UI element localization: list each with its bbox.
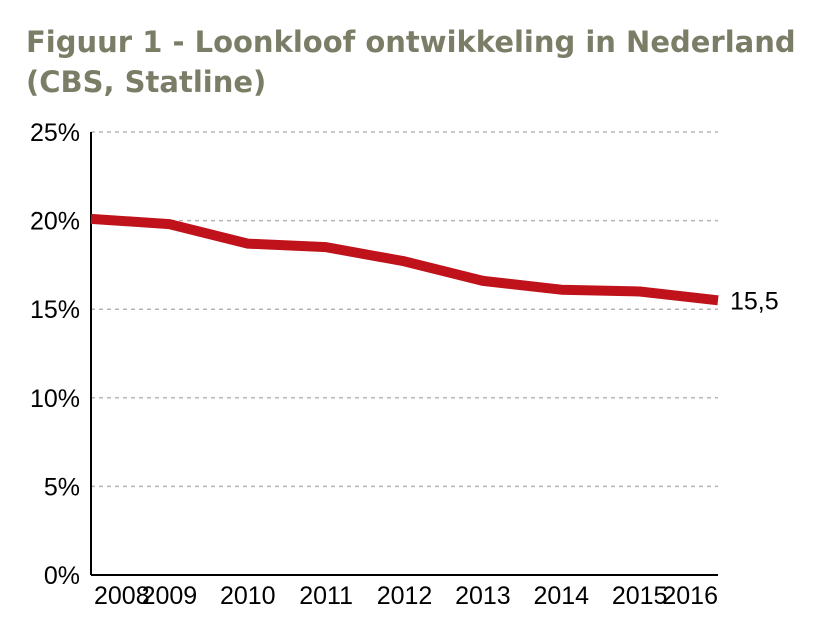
y-tick-label: 5% bbox=[44, 473, 80, 501]
y-tick-label: 0% bbox=[44, 562, 80, 590]
y-tick-label: 20% bbox=[30, 208, 80, 236]
y-tick-label: 15% bbox=[30, 296, 80, 324]
x-tick-label: 2010 bbox=[220, 582, 276, 610]
y-tick-label: 10% bbox=[30, 385, 80, 413]
chart-title-line-2: (CBS, Statline) bbox=[26, 65, 267, 99]
y-axis-ticks: 0% 5% 10% 15% 20% 25% bbox=[30, 119, 80, 590]
chart-title-line-1: Figuur 1 - Loonkloof ontwikkeling in Ned… bbox=[26, 25, 796, 59]
x-tick-label: 2014 bbox=[533, 582, 589, 610]
x-tick-label: 2012 bbox=[377, 582, 433, 610]
x-tick-label: 2015 bbox=[612, 582, 668, 610]
x-tick-label: 2008 bbox=[94, 582, 150, 610]
x-tick-label: 2009 bbox=[142, 582, 198, 610]
x-tick-label: 2013 bbox=[455, 582, 511, 610]
chart-title: Figuur 1 - Loonkloof ontwikkeling in Ned… bbox=[26, 22, 816, 102]
x-tick-label: 2011 bbox=[299, 582, 353, 610]
series-line bbox=[90, 213, 719, 306]
x-tick-label: 2016 bbox=[662, 582, 718, 610]
y-tick-label: 25% bbox=[30, 119, 80, 147]
gridlines bbox=[91, 131, 718, 488]
end-value-label: 15,5 bbox=[730, 287, 779, 315]
series-group bbox=[90, 213, 719, 306]
